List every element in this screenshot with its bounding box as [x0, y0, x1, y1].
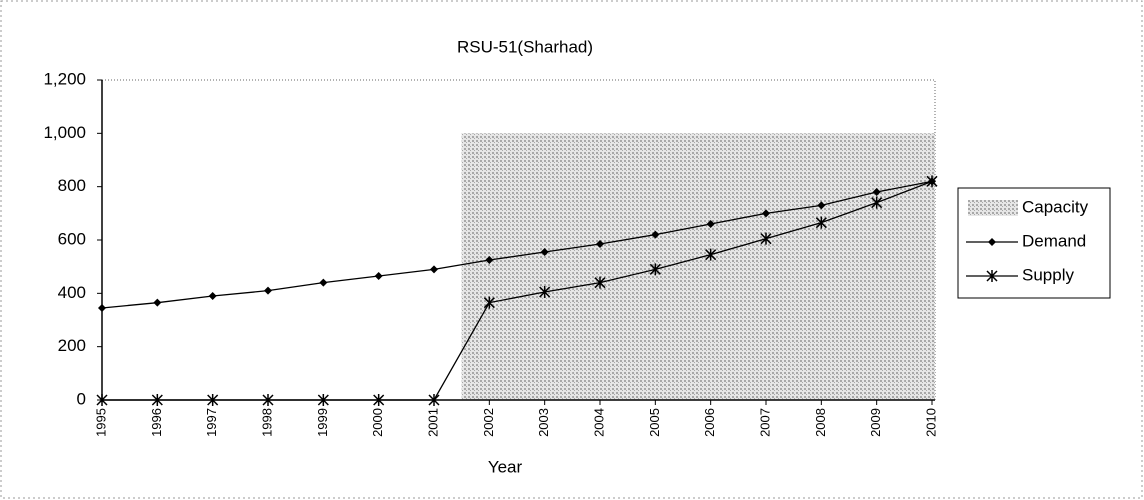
series-marker [208, 292, 217, 300]
series-marker [374, 272, 383, 280]
series-line [101, 180, 933, 309]
series-line [102, 180, 933, 401]
x-tick-label: 2005 [647, 408, 662, 437]
capacity-bar [572, 133, 628, 400]
bar-layer [461, 133, 935, 400]
capacity-bar [793, 133, 849, 400]
x-tick-label: 2002 [481, 408, 496, 437]
capacity-bar [461, 133, 517, 400]
series-marker [428, 394, 440, 406]
series-marker [872, 188, 881, 196]
series-marker [96, 394, 108, 406]
series-marker [319, 278, 328, 287]
series-marker [760, 232, 772, 245]
series-marker [871, 196, 883, 209]
series-marker [817, 201, 826, 210]
series-marker [485, 256, 494, 264]
legend-label: Supply [1022, 265, 1074, 284]
y-tick-label: 200 [58, 336, 86, 355]
series-marker [207, 394, 219, 406]
x-tick-label: 2004 [591, 408, 606, 437]
series-marker [649, 263, 661, 276]
series-marker [926, 175, 938, 188]
series-marker [264, 286, 272, 295]
capacity-bar [849, 133, 905, 400]
y-tick-label: 1,200 [43, 69, 86, 88]
x-tick-label: 2009 [868, 408, 883, 437]
y-tick-label: 1,000 [43, 123, 86, 142]
chart-title: RSU-51(Sharhad) [457, 37, 593, 56]
y-tick-label: 800 [58, 176, 86, 195]
series-marker [153, 298, 162, 307]
capacity-bar [738, 133, 794, 400]
capacity-bar [517, 133, 573, 400]
legend-marker [988, 238, 996, 246]
series-marker [539, 286, 551, 298]
legend-marker [986, 270, 998, 282]
y-tick-label: 400 [58, 283, 86, 302]
capacity-bar [904, 133, 935, 400]
series-marker [815, 216, 827, 229]
series-marker [98, 304, 106, 312]
series-marker [540, 248, 549, 256]
x-tick-label: 2001 [425, 408, 440, 437]
x-tick-label: 2007 [757, 408, 772, 437]
capacity-bar [683, 133, 739, 400]
series-marker [430, 265, 438, 274]
series-marker [151, 394, 163, 406]
x-tick-label: 2006 [702, 408, 717, 437]
x-tick-label: 1997 [204, 408, 219, 437]
x-tick-label: 1996 [149, 408, 164, 437]
legend-label: Demand [1022, 231, 1086, 250]
series-marker [651, 230, 660, 239]
series-marker [483, 296, 495, 309]
series-marker [706, 220, 715, 228]
x-axis-label: Year [488, 457, 523, 476]
x-tick-label: 2010 [923, 408, 938, 437]
series-marker [705, 248, 717, 261]
series-marker [596, 240, 604, 248]
x-tick-label: 2003 [536, 408, 551, 437]
series-marker [594, 276, 606, 289]
legend-swatch [968, 200, 1018, 216]
series-marker [317, 394, 329, 406]
x-tick-label: 1998 [259, 408, 274, 437]
series-marker [762, 209, 770, 218]
x-tick-label: 1995 [93, 408, 108, 437]
legend-label: Capacity [1022, 197, 1089, 216]
x-tick-label: 2008 [813, 408, 828, 437]
y-tick-label: 600 [58, 229, 86, 248]
y-tick-label: 0 [77, 389, 86, 408]
x-tick-label: 2000 [370, 408, 385, 437]
series-marker [262, 394, 274, 406]
x-tick-label: 1999 [315, 408, 330, 437]
series-marker [373, 394, 385, 406]
